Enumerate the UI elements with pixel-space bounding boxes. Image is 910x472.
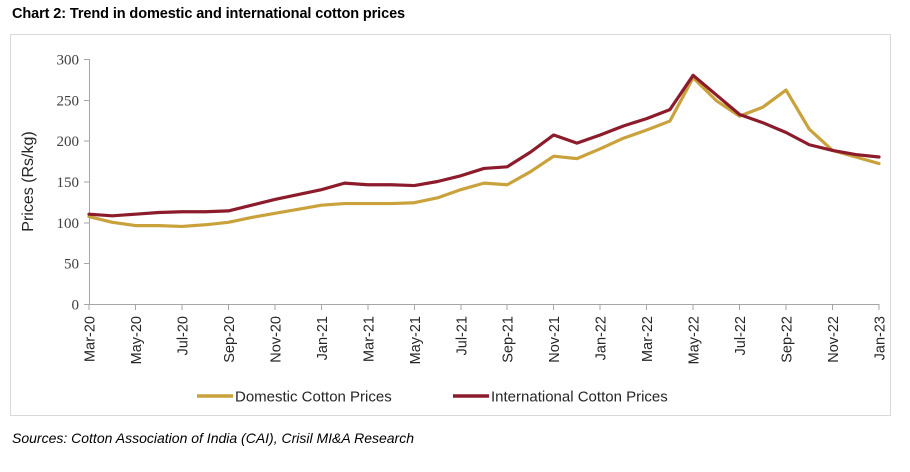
- y-axis-tick-label: 0: [72, 298, 80, 314]
- x-axis-tick-label: May-21: [408, 316, 424, 364]
- x-axis-tick-label: Mar-22: [640, 316, 656, 362]
- x-axis-tick-label: Sep-22: [780, 316, 796, 363]
- x-axis-tick-label: May-22: [687, 316, 703, 364]
- y-axis-tick-label: 50: [64, 257, 79, 273]
- y-axis-tick-label: 200: [57, 134, 80, 150]
- line-chart-plot: 0 50 100 150 200 250 300 Prices (Rs/kg) Mar-20 Ma…: [20, 53, 889, 406]
- series-line-domestic: [87, 76, 881, 229]
- x-axis-tick-label: May-20: [129, 316, 145, 364]
- legend-item-domestic[interactable]: Domestic Cotton Prices: [197, 389, 392, 406]
- page-title: Chart 2: Trend in domestic and internati…: [12, 6, 406, 22]
- x-axis-tick-label: Jan-23: [873, 316, 889, 360]
- source-note: Sources: Cotton Association of India (CA…: [12, 430, 415, 446]
- y-axis-tick-label: 250: [57, 93, 80, 109]
- x-axis-tick-label: Mar-20: [83, 316, 99, 362]
- y-axis-tick-label: 300: [57, 53, 80, 69]
- legend-item-international[interactable]: International Cotton Prices: [453, 389, 668, 406]
- x-axis-tick-label: Sep-21: [501, 316, 517, 363]
- x-axis-tick-label: Sep-20: [222, 316, 238, 363]
- x-axis-tick-label: Jul-21: [454, 316, 470, 356]
- y-axis-tick-label: 150: [57, 175, 80, 191]
- x-axis-tick-label: Jan-21: [315, 316, 331, 360]
- series-line-international: [87, 73, 881, 218]
- x-axis-tick-label: Nov-22: [826, 316, 842, 363]
- y-axis-title: Prices (Rs/kg): [20, 131, 37, 231]
- legend-label: Domestic Cotton Prices: [235, 389, 392, 406]
- legend-label: International Cotton Prices: [491, 389, 668, 406]
- y-axis-tick-label: 100: [57, 216, 80, 232]
- chart-frame: 0 50 100 150 200 250 300 Prices (Rs/kg) Mar-20 Ma…: [10, 34, 891, 416]
- x-axis-tick-label: Jul-20: [175, 316, 191, 356]
- x-axis-tick-label: Nov-21: [547, 316, 563, 363]
- x-axis-tick-label: Mar-21: [361, 316, 377, 362]
- x-axis-tick-label: Jan-22: [594, 316, 610, 360]
- x-axis-tick-label: Jul-22: [733, 316, 749, 356]
- x-axis-tick-label: Nov-20: [268, 316, 284, 363]
